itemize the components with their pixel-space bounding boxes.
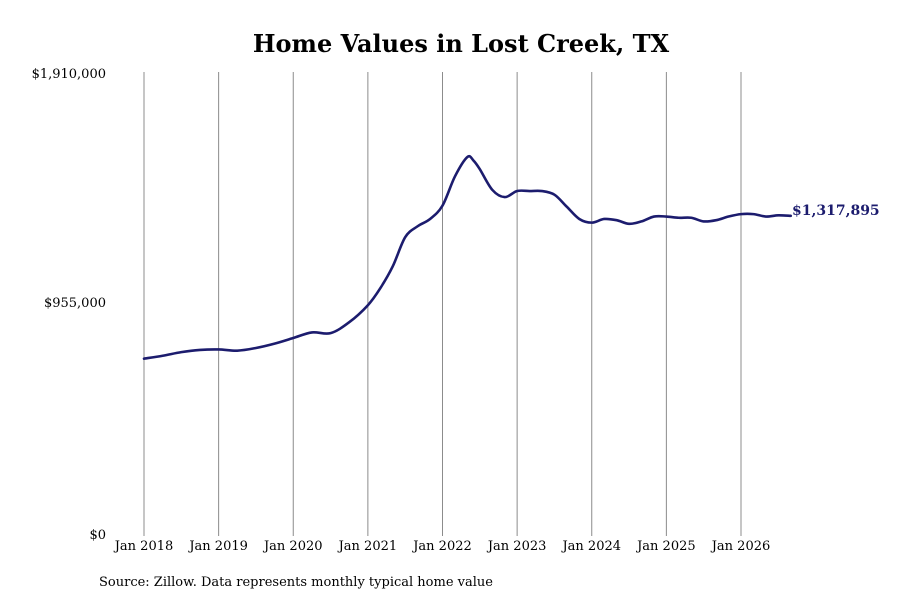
x-tick-label-jan-2025: Jan 2025 — [635, 539, 696, 554]
x-tick-label-jan-2023: Jan 2023 — [486, 539, 547, 554]
y-tick-label-bottom: $0 — [89, 528, 106, 543]
home-value-series-line — [142, 154, 793, 360]
x-axis: Jan 2018 Jan 2019 Jan 2020 Jan 2021 Jan 2022… — [113, 539, 771, 554]
x-tick-label-jan-2021: Jan 2021 — [337, 539, 398, 554]
x-tick-label-jan-2019: Jan 2019 — [187, 539, 248, 554]
source-note: Source: Zillow. Data represents monthly … — [99, 575, 493, 590]
latest-value-label: $1,317,895 — [792, 203, 880, 219]
x-tick-label-jan-2026: Jan 2026 — [710, 539, 771, 554]
vertical-gridlines — [143, 72, 742, 536]
y-tick-label-top: $1,910,000 — [32, 67, 106, 82]
y-axis: $1,910,000 $955,000 $0 — [32, 67, 106, 543]
x-tick-label-jan-2018: Jan 2018 — [113, 539, 174, 554]
y-tick-label-mid: $955,000 — [44, 296, 106, 311]
chart-title: Home Values in Lost Creek, TX — [253, 29, 670, 58]
x-tick-label-jan-2024: Jan 2024 — [560, 539, 621, 554]
x-tick-label-jan-2020: Jan 2020 — [262, 539, 323, 554]
x-tick-label-jan-2022: Jan 2022 — [411, 539, 472, 554]
